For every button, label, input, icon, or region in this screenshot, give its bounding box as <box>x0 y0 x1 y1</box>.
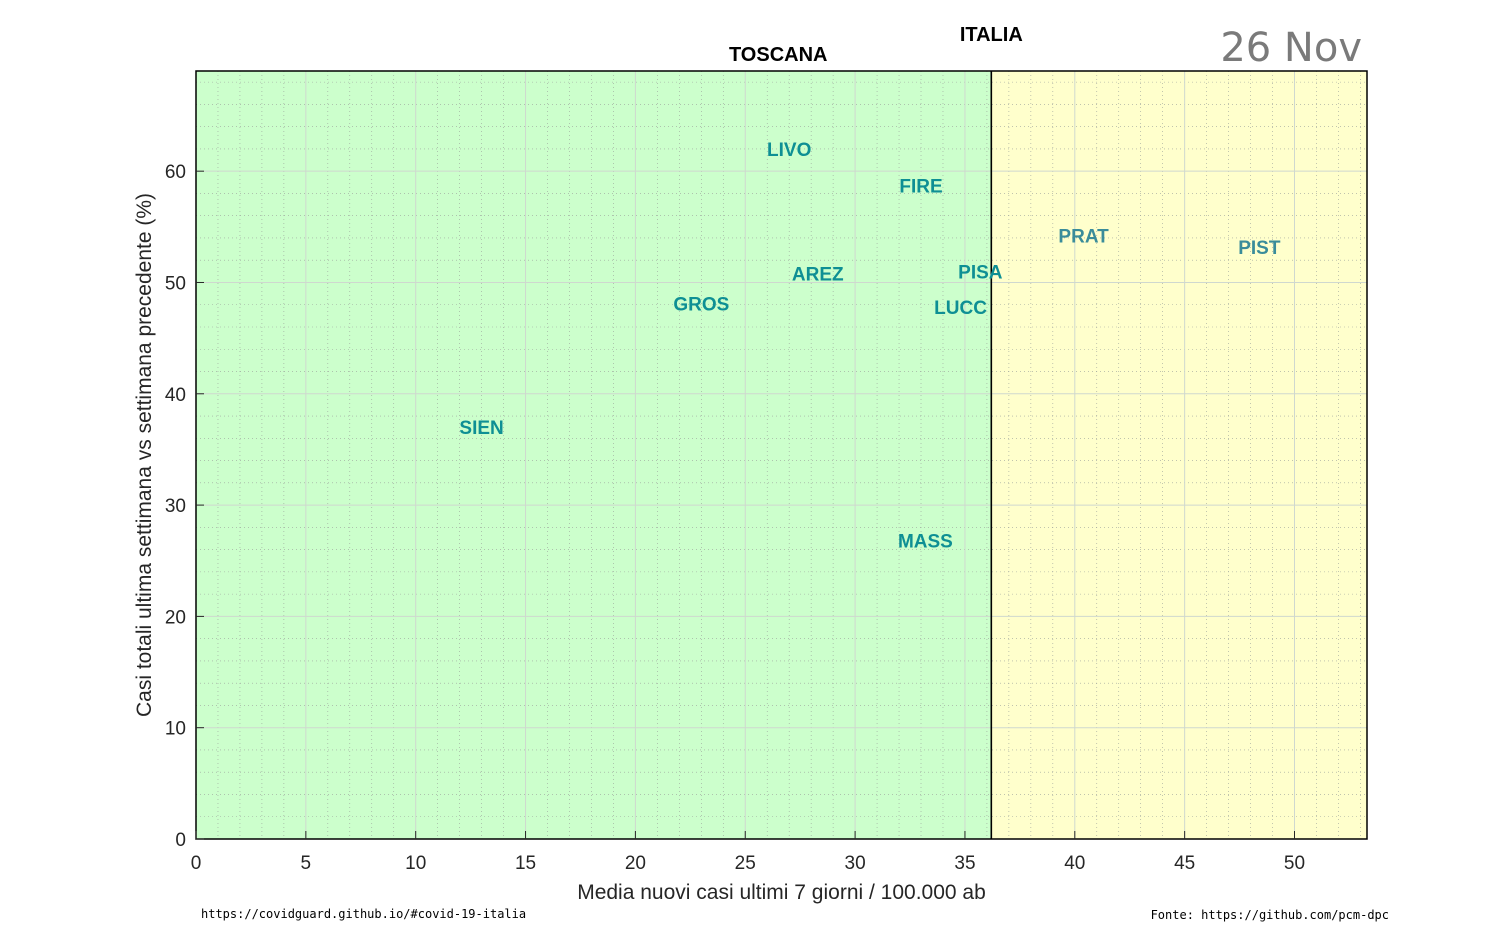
minor-grid <box>196 71 1367 839</box>
zone-0 <box>196 71 992 839</box>
y-tick-label: 30 <box>165 496 186 517</box>
source-url: https://covidguard.github.io/#covid-19-i… <box>201 907 526 921</box>
data-source-credit: Fonte: https://github.com/pcm-dpc <box>1151 908 1389 922</box>
data-points: LIVO FIRE PRAT PIST AREZ PISA GROS LUCC SIEN MASS <box>459 140 1280 553</box>
point-gros: GROS <box>673 295 729 316</box>
y-axis-label: Casi totali ultima settimana vs settiman… <box>133 193 156 717</box>
plot-frame <box>195 70 1368 840</box>
point-sien: SIEN <box>459 418 503 439</box>
point-livo: LIVO <box>767 140 811 161</box>
point-pist: PIST <box>1238 238 1281 259</box>
y-tick-label: 50 <box>165 273 186 294</box>
x-axis-label: Media nuovi casi ultimi 7 giorni / 100.0… <box>577 881 986 904</box>
y-axis-ticks: 0 10 20 30 40 50 60 <box>165 162 204 851</box>
y-tick-label: 20 <box>165 607 186 628</box>
point-lucc: LUCC <box>934 298 987 319</box>
x-tick-label: 10 <box>405 853 426 874</box>
zone-1 <box>991 71 1367 839</box>
y-tick-label: 0 <box>175 830 186 851</box>
point-mass: MASS <box>898 532 953 553</box>
italia-label: ITALIA <box>960 24 1023 46</box>
x-tick-label: 30 <box>845 853 866 874</box>
x-tick-label: 15 <box>515 853 536 874</box>
x-tick-label: 25 <box>735 853 756 874</box>
point-arez: AREZ <box>792 265 844 286</box>
point-pisa: PISA <box>958 262 1003 283</box>
y-tick-label: 40 <box>165 385 186 406</box>
x-tick-label: 40 <box>1064 853 1085 874</box>
point-fire: FIRE <box>899 177 942 198</box>
x-tick-label: 0 <box>191 853 202 874</box>
x-tick-label: 5 <box>301 853 312 874</box>
x-axis-ticks: 0 5 10 15 20 25 30 35 40 45 50 <box>191 831 1305 874</box>
x-tick-label: 35 <box>954 853 975 874</box>
y-tick-label: 60 <box>165 162 186 183</box>
x-tick-label: 20 <box>625 853 646 874</box>
point-prat: PRAT <box>1058 227 1109 248</box>
date-label: 26 Nov <box>1220 25 1362 71</box>
x-tick-label: 45 <box>1174 853 1195 874</box>
region-label: TOSCANA <box>729 44 828 66</box>
y-tick-label: 10 <box>165 719 186 740</box>
background-zones <box>196 71 1367 839</box>
x-tick-label: 50 <box>1284 853 1305 874</box>
